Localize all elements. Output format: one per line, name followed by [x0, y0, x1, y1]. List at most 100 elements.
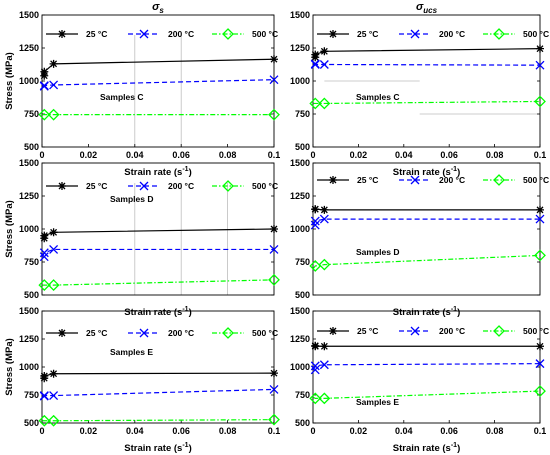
marker-x [269, 75, 279, 85]
legend: 25 °C 200 °C 500 °C [317, 174, 549, 186]
y-axis-label: Stress (MPa) [4, 200, 15, 258]
y-tick-label: 750 [24, 109, 39, 119]
marker-diamond [309, 260, 322, 272]
y-tick-label: 1500 [19, 306, 39, 316]
sample-annotation: Samples C [100, 92, 143, 102]
series-markers-200 [39, 75, 279, 91]
marker-diamond [268, 413, 280, 426]
marker-x [310, 220, 320, 230]
x-axis-label: Strain rate (s-1) [124, 306, 191, 318]
y-tick-label: 500 [295, 418, 310, 428]
series-line-200 [42, 388, 275, 397]
series-line-200 [312, 218, 540, 226]
series-markers-200 [310, 359, 545, 375]
y-tick-label: 750 [295, 390, 310, 400]
marker-x [39, 81, 49, 91]
series-line-25 [41, 58, 275, 76]
axes-box [41, 14, 275, 148]
legend: 25 °C 200 °C 500 °C [46, 180, 278, 192]
series-line-500 [312, 254, 541, 269]
series-markers-200 [39, 384, 279, 401]
marker-x [310, 361, 320, 371]
marker-diamond [47, 414, 60, 427]
marker-x [319, 60, 329, 69]
y-axis-label: Stress (MPa) [4, 338, 15, 396]
marker-star [311, 342, 320, 351]
marker-x [49, 80, 59, 90]
axes-box [41, 310, 275, 424]
y-axis-label: Stress (MPa) [4, 52, 15, 110]
x-tick-label: 0.06 [440, 150, 458, 160]
marker-x [319, 214, 329, 224]
x-tick-label: 0.04 [126, 426, 144, 436]
marker-star [536, 342, 544, 351]
marker-x [139, 328, 149, 338]
x-tick-label: 0.1 [534, 150, 547, 160]
marker-star [320, 47, 329, 56]
legend-label-25: 25 °C [86, 29, 107, 39]
marker-diamond [309, 97, 322, 110]
y-tick-label: 1250 [19, 334, 39, 344]
axes-box [312, 310, 541, 424]
y-tick-label: 500 [24, 290, 39, 300]
legend: 25 °C 200 °C 500 °C [46, 28, 278, 40]
marker-diamond [309, 392, 322, 405]
marker-x [310, 216, 320, 226]
sample-annotation: Samples E [356, 397, 399, 407]
marker-star [40, 67, 49, 76]
x-axis-label: Strain rate (s-1) [124, 442, 191, 454]
subplot-title: σs [152, 1, 164, 15]
x-axis-label: Strain rate (s-1) [393, 166, 460, 178]
sample-annotation: Samples D [356, 247, 399, 257]
marker-star [40, 371, 49, 380]
marker-diamond [268, 273, 280, 286]
series-markers-25 [311, 44, 544, 62]
y-tick-label: 500 [24, 142, 39, 152]
legend-label-500: 500 °C [252, 328, 278, 338]
marker-diamond [47, 279, 60, 292]
x-tick-label: 0.1 [534, 426, 547, 436]
marker-star [320, 205, 329, 214]
series-line-25 [312, 48, 541, 58]
marker-star [49, 228, 58, 237]
series-line-500 [42, 419, 275, 422]
marker-star [270, 225, 278, 233]
x-tick-label: 0.08 [486, 426, 504, 436]
marker-star [58, 30, 66, 38]
marker-x [269, 384, 279, 394]
x-axis-label: Strain rate (s-1) [393, 442, 460, 454]
x-tick-label: 0 [310, 150, 315, 160]
y-tick-label: 1000 [290, 224, 310, 234]
y-tick-label: 1000 [19, 76, 39, 86]
series-markers-25 [311, 341, 544, 351]
series-markers-500 [309, 385, 546, 405]
sample-annotation: Samples D [110, 194, 153, 204]
marker-x [535, 60, 545, 70]
x-tick-label: 0.06 [172, 150, 190, 160]
y-tick-label: 1250 [19, 191, 39, 201]
sample-annotation: Samples C [356, 92, 399, 102]
x-axis-label: Strain rate (s-1) [124, 166, 191, 178]
y-tick-label: 1500 [290, 306, 310, 316]
y-tick-label: 1250 [290, 43, 310, 53]
x-tick-label: 0 [39, 150, 44, 160]
x-tick-label: 0.1 [268, 426, 281, 436]
marker-x [139, 181, 149, 191]
subplot-title: σucs [416, 1, 438, 15]
marker-star [311, 50, 320, 59]
series-markers-200 [39, 245, 279, 262]
marker-star [329, 176, 337, 184]
marker-x [139, 29, 149, 39]
series-markers-500 [309, 95, 546, 110]
marker-x [39, 248, 49, 258]
marker-x [49, 391, 59, 401]
legend-label-25: 25 °C [86, 181, 107, 191]
y-tick-label: 1000 [19, 362, 39, 372]
y-tick-label: 750 [24, 257, 39, 267]
legend-label-25: 25 °C [357, 29, 378, 39]
legend-label-500: 500 °C [523, 326, 549, 336]
subplot-6: 500 750 1000 1250 1500 0 0.02 0.04 0.06 0.08 0.1 St… [290, 306, 549, 454]
marker-x [269, 245, 279, 254]
